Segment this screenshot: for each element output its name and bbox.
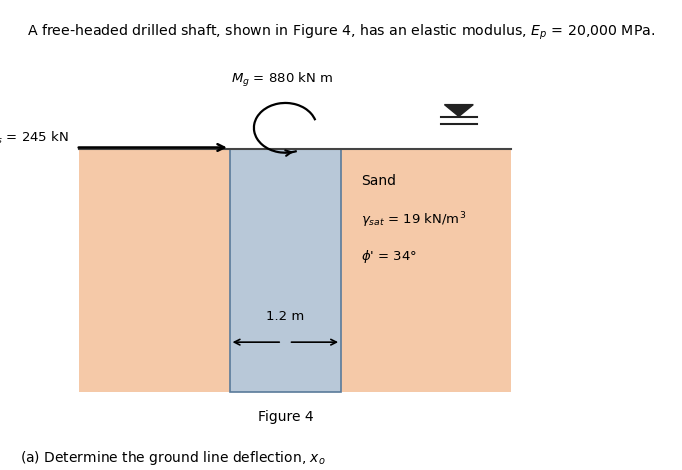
Text: Figure 4: Figure 4: [258, 410, 313, 424]
Text: A free-headed drilled shaft, shown in Figure 4, has an elastic modulus, $E_p$ = : A free-headed drilled shaft, shown in Fi…: [27, 23, 655, 42]
Text: $\gamma_{sat}$ = 19 kN/m$^3$: $\gamma_{sat}$ = 19 kN/m$^3$: [361, 210, 466, 230]
Text: 1.2 m: 1.2 m: [266, 310, 304, 322]
Text: $\phi$' = 34°: $\phi$' = 34°: [361, 248, 417, 265]
Text: Sand: Sand: [361, 174, 396, 188]
Text: $Q_s$ = 245 kN: $Q_s$ = 245 kN: [0, 130, 70, 146]
Bar: [230, 149, 341, 392]
Text: $M_g$ = 880 kN m: $M_g$ = 880 kN m: [231, 70, 333, 89]
Bar: [79, 149, 512, 392]
Text: (a) Determine the ground line deflection, $x_o$: (a) Determine the ground line deflection…: [20, 449, 326, 467]
Polygon shape: [445, 105, 473, 117]
